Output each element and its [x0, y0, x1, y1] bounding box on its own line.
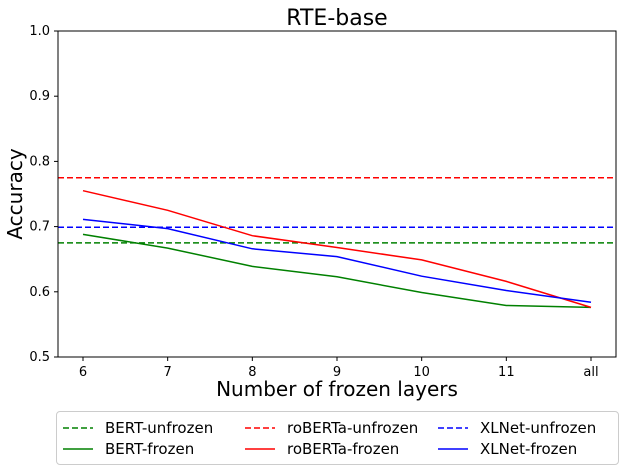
x-tick-label: 7: [164, 365, 172, 380]
legend-label: XLNet-frozen: [480, 440, 577, 458]
legend-label: XLNet-unfrozen: [480, 419, 596, 437]
x-tick-label: 10: [413, 365, 430, 380]
series-line-bert-frozen: [82, 233, 592, 309]
x-tick-label: 8: [248, 365, 256, 380]
y-tick-label: 1.0: [29, 24, 50, 39]
x-tick-label: 11: [498, 365, 515, 380]
y-tick-label: 0.8: [29, 154, 50, 169]
x-tick-label: all: [583, 365, 598, 380]
legend-label: roBERTa-frozen: [287, 440, 399, 458]
plot-frame: [57, 30, 617, 358]
chart-title: RTE-base: [286, 6, 387, 31]
y-tick-label: 0.5: [29, 350, 50, 365]
legend-svg: BERT-unfrozen BERT-frozen roBERTa-unfrozen…: [63, 419, 596, 458]
y-tick-label: 0.6: [29, 285, 50, 300]
y-axis-label: Accuracy: [3, 148, 27, 239]
x-tick-label: 6: [79, 365, 87, 380]
legend-label: BERT-frozen: [105, 440, 194, 458]
x-tick-label: 9: [333, 365, 341, 380]
y-tick-label: 0.7: [29, 220, 50, 235]
series-line-xlnet-frozen: [82, 218, 592, 303]
x-axis-label: Number of frozen layers: [216, 377, 458, 401]
plot-area: 0.5 0.6 0.7 0.8 0.9 1.0 6 7 8 9 10 11 all: [29, 24, 617, 380]
legend: BERT-unfrozen BERT-frozen roBERTa-unfrozen…: [56, 411, 619, 465]
y-tick-label: 0.9: [29, 89, 50, 104]
legend-label: roBERTa-unfrozen: [287, 419, 418, 437]
legend-label: BERT-unfrozen: [105, 419, 213, 437]
series-line-roberta-frozen: [82, 189, 592, 309]
